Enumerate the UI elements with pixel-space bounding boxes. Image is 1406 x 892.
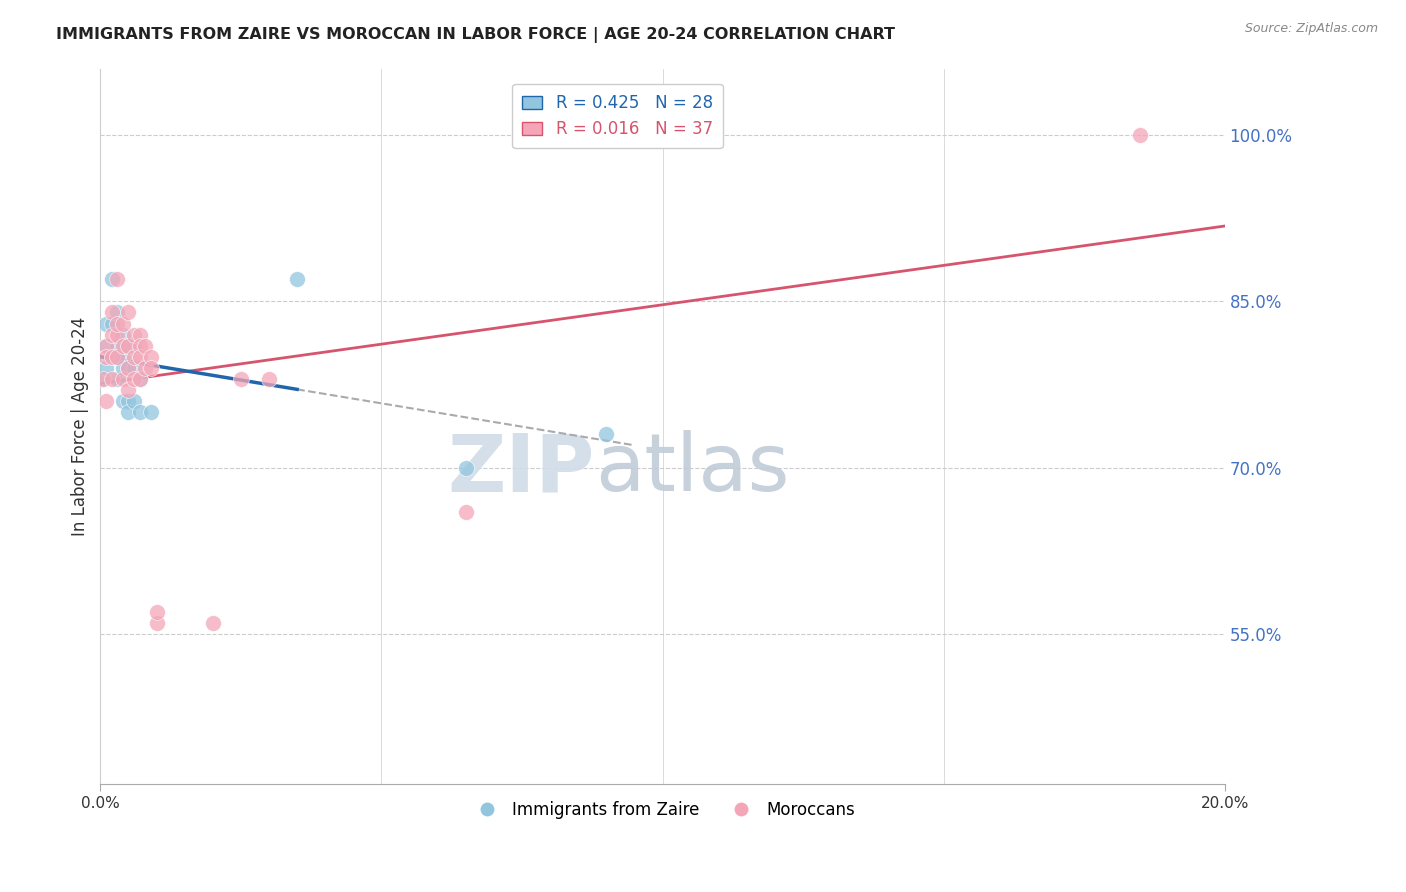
Point	[100, 317, 122, 331]
Point	[145, 605, 167, 619]
Point	[105, 339, 128, 353]
Point	[201, 615, 224, 630]
Point	[105, 327, 128, 342]
Point	[91, 372, 114, 386]
Point	[117, 360, 139, 375]
Point	[139, 360, 162, 375]
Point	[128, 372, 150, 386]
Point	[134, 360, 156, 375]
Point	[105, 272, 128, 286]
Point	[128, 372, 150, 386]
Text: IMMIGRANTS FROM ZAIRE VS MOROCCAN IN LABOR FORCE | AGE 20-24 CORRELATION CHART: IMMIGRANTS FROM ZAIRE VS MOROCCAN IN LAB…	[56, 27, 896, 43]
Point	[257, 372, 280, 386]
Point	[139, 350, 162, 364]
Point	[128, 327, 150, 342]
Point	[117, 305, 139, 319]
Point	[117, 360, 139, 375]
Text: atlas: atlas	[595, 430, 789, 508]
Point	[111, 327, 134, 342]
Point	[94, 394, 117, 409]
Point	[100, 272, 122, 286]
Point	[94, 339, 117, 353]
Point	[94, 350, 117, 364]
Point	[122, 394, 145, 409]
Point	[111, 394, 134, 409]
Point	[128, 350, 150, 364]
Point	[105, 305, 128, 319]
Point	[100, 350, 122, 364]
Point	[122, 372, 145, 386]
Point	[128, 405, 150, 419]
Point	[111, 350, 134, 364]
Point	[1129, 128, 1152, 142]
Point	[117, 405, 139, 419]
Point	[100, 350, 122, 364]
Point	[105, 350, 128, 364]
Y-axis label: In Labor Force | Age 20-24: In Labor Force | Age 20-24	[72, 317, 89, 536]
Point	[91, 372, 114, 386]
Point	[105, 372, 128, 386]
Point	[100, 372, 122, 386]
Point	[94, 339, 117, 353]
Point	[100, 327, 122, 342]
Point	[285, 272, 308, 286]
Point	[117, 394, 139, 409]
Point	[454, 505, 477, 519]
Point	[122, 350, 145, 364]
Point	[595, 427, 617, 442]
Point	[94, 360, 117, 375]
Point	[111, 360, 134, 375]
Text: Source: ZipAtlas.com: Source: ZipAtlas.com	[1244, 22, 1378, 36]
Point	[122, 360, 145, 375]
Point	[105, 350, 128, 364]
Point	[454, 460, 477, 475]
Point	[134, 339, 156, 353]
Point	[111, 372, 134, 386]
Text: ZIP: ZIP	[449, 430, 595, 508]
Point	[111, 317, 134, 331]
Point	[122, 327, 145, 342]
Point	[145, 615, 167, 630]
Point	[128, 339, 150, 353]
Point	[100, 305, 122, 319]
Point	[105, 317, 128, 331]
Legend: Immigrants from Zaire, Moroccans: Immigrants from Zaire, Moroccans	[464, 794, 862, 825]
Point	[229, 372, 252, 386]
Point	[122, 339, 145, 353]
Point	[117, 339, 139, 353]
Point	[94, 317, 117, 331]
Point	[117, 383, 139, 397]
Point	[139, 405, 162, 419]
Point	[111, 339, 134, 353]
Point	[117, 339, 139, 353]
